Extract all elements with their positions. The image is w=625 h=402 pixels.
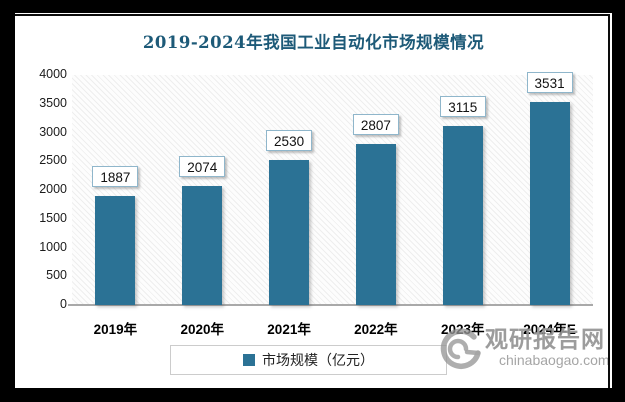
watermark-domain: chinabaogao.com — [499, 352, 610, 368]
legend: 市场规模（亿元） — [170, 345, 447, 375]
y-axis-tick-label: 3000 — [39, 124, 67, 139]
x-axis-label: 2019年 — [93, 322, 138, 337]
y-axis-tick-label: 500 — [46, 268, 67, 283]
chart-title: 2019-2024年我国工业自动化市场规模情况 — [142, 33, 485, 52]
y-axis-tick-label: 0 — [60, 297, 67, 311]
x-axis-label: 2023年 — [440, 322, 485, 337]
chart-canvas: 2019-2024年我国工业自动化市场规模情况 0 500 1000 1500 2000… — [15, 13, 612, 388]
bar-2019年 — [95, 196, 136, 305]
y-axis-tick-label: 1000 — [39, 239, 67, 254]
bar-2021年 — [269, 159, 310, 305]
legend-label: 市场规模（亿元） — [262, 352, 374, 368]
x-axis-label: 2022年 — [354, 322, 398, 337]
y-axis-tick-label: 2500 — [39, 153, 67, 168]
bar-2022年 — [355, 143, 396, 305]
y-axis-tick-label: 1500 — [39, 210, 67, 225]
data-label: 2807 — [352, 113, 399, 135]
x-axis-label: 2024年E — [523, 322, 576, 337]
x-axis-label: 2021年 — [267, 322, 311, 337]
data-label: 2074 — [179, 155, 226, 177]
legend-swatch — [243, 354, 255, 366]
bar-2024年E — [529, 101, 570, 305]
data-label: 3531 — [526, 71, 573, 93]
x-axis-line — [68, 304, 593, 306]
bar-2020年 — [182, 185, 223, 305]
data-label: 1887 — [92, 166, 139, 188]
y-axis-tick-label: 3500 — [39, 95, 67, 110]
y-axis-tick-label: 2000 — [39, 182, 67, 196]
x-axis-label: 2020年 — [180, 322, 225, 337]
plot-area — [72, 75, 593, 305]
y-axis-tick-label: 4000 — [39, 67, 67, 81]
data-label: 3115 — [439, 95, 486, 117]
data-label: 2530 — [266, 129, 313, 151]
bar-2023年 — [442, 125, 483, 305]
